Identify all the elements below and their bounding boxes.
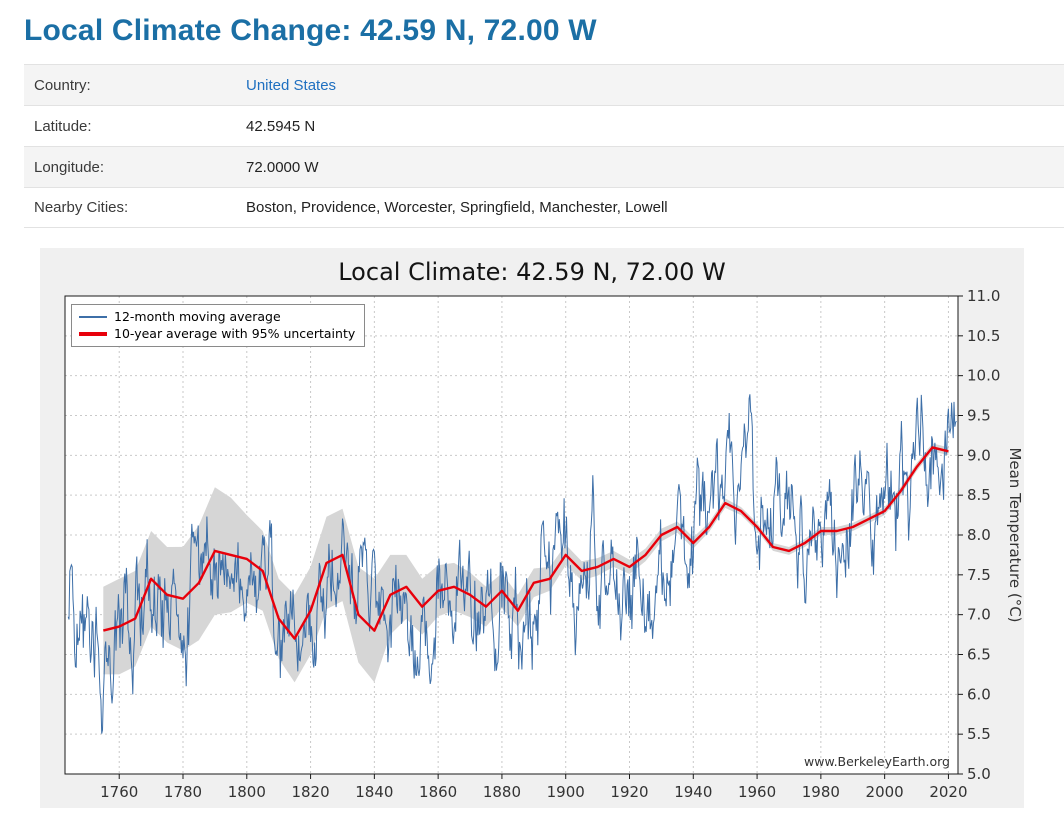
x-tick-label: 1880 [483, 783, 521, 801]
legend-label-10-year: 10-year average with 95% uncertainty [114, 326, 356, 341]
red-line-swatch [79, 331, 107, 336]
y-tick-label: 11.0 [967, 288, 1000, 305]
country-label: Country: [34, 76, 91, 94]
country-link[interactable]: United States [246, 76, 337, 94]
climate-chart-figure: Local Climate: 42.59 N, 72.00 W 1760 1780… [40, 248, 1024, 808]
info-row-country: Country: United States [24, 64, 1064, 105]
blue-line-swatch [79, 315, 107, 318]
watermark: www.BerkeleyEarth.org [804, 754, 950, 769]
x-tick-label: 1920 [610, 783, 648, 801]
chart-title: Local Climate: 42.59 N, 72.00 W [338, 258, 726, 286]
latitude-value: 42.5945 N [246, 117, 316, 135]
page: Local Climate Change: 42.59 N, 72.00 W C… [0, 14, 1064, 823]
y-tick-label: 8.0 [967, 526, 991, 544]
longitude-label: Longitude: [34, 158, 105, 176]
info-row-longitude: Longitude: 72.0000 W [24, 146, 1064, 187]
x-tick-label: 1960 [738, 783, 776, 801]
x-tick-label: 1780 [164, 783, 202, 801]
page-title: Local Climate Change: 42.59 N, 72.00 W [24, 14, 597, 47]
uncertainty-band [103, 443, 949, 683]
longitude-value: 72.0000 W [246, 158, 319, 176]
y-tick-label: 5.0 [967, 765, 991, 783]
twelve-month-moving-average-line [67, 394, 957, 734]
country-value: United States [246, 77, 336, 94]
latitude-label: Latitude: [34, 117, 92, 135]
info-row-latitude: Latitude: 42.5945 N [24, 105, 1064, 146]
y-axis-title: Mean Temperature (°C) [1006, 447, 1024, 622]
y-tick-label: 10.5 [967, 327, 1000, 345]
x-tick-label: 1820 [291, 783, 329, 801]
legend-item-10-year: 10-year average with 95% uncertainty [79, 325, 355, 342]
legend-item-12-month: 12-month moving average [79, 308, 355, 325]
x-tick-label: 2000 [866, 783, 904, 801]
climate-chart-svg: 1760 1780 1800 1820 1840 1860 1880 1900 1920 1940… [64, 288, 1024, 801]
ten-year-average-line [103, 446, 949, 640]
y-tick-label: 6.5 [967, 646, 991, 664]
nearby-cities-value: Boston, Providence, Worcester, Springfie… [246, 199, 668, 216]
y-tick-label: 7.0 [967, 606, 991, 624]
y-tick-label: 6.0 [967, 685, 991, 703]
y-tick-label: 9.5 [967, 407, 991, 425]
x-tick-label: 1940 [674, 783, 712, 801]
x-tick-label: 1980 [802, 783, 840, 801]
y-tick-label: 7.5 [967, 566, 991, 584]
nearby-cities-label: Nearby Cities: [34, 199, 129, 216]
x-tick-label: 1840 [355, 783, 393, 801]
location-info-table: Country: United States Latitude: 42.5945… [24, 64, 1064, 228]
x-tick-label: 1760 [100, 783, 138, 801]
x-tick-label: 1800 [228, 783, 266, 801]
y-tick-label: 8.5 [967, 486, 991, 504]
y-tick-label: 5.5 [967, 725, 991, 743]
chart-area: 1760 1780 1800 1820 1840 1860 1880 1900 1920 1940… [40, 288, 1024, 808]
info-row-nearby-cities: Nearby Cities: Boston, Providence, Worce… [24, 187, 1064, 228]
x-tick-label: 1900 [547, 783, 585, 801]
y-tick-label: 9.0 [967, 446, 991, 464]
x-tick-label: 2020 [929, 783, 967, 801]
x-tick-label: 1860 [419, 783, 457, 801]
chart-legend: 12-month moving average 10-year average … [71, 304, 366, 347]
y-tick-label: 10.0 [967, 367, 1000, 385]
legend-label-12-month: 12-month moving average [114, 309, 281, 324]
